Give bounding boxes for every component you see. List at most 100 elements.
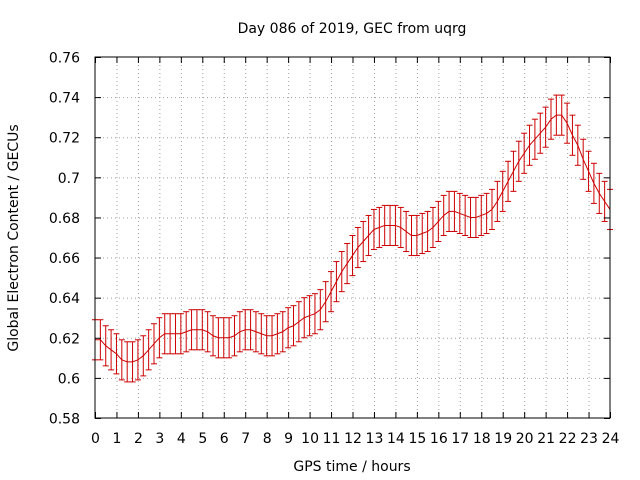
data-point-error-bar [381,204,388,247]
data-point-error-bar [494,180,501,222]
data-point-error-bar [102,325,109,367]
data-point-error-bar [97,319,104,361]
data-point-error-bar [419,212,426,255]
data-point-error-bar [601,180,608,222]
x-tick-label: 2 [134,431,143,447]
data-point-error-bar [596,172,603,214]
data-point-error-bar [424,210,431,253]
x-tick-label: 8 [263,431,272,447]
data-point-error-bar [215,317,222,359]
y-tick-label: 0.64 [49,291,80,307]
x-tick-label: 22 [559,431,577,447]
data-point-error-bar [145,329,152,371]
data-point-error-bar [129,341,136,383]
data-point-error-bar [537,112,544,154]
y-tick-label: 0.62 [49,331,80,347]
x-tick-label: 20 [516,431,534,447]
data-point-error-bar [274,313,281,355]
y-tick-label: 0.7 [58,171,80,187]
x-tick-label: 0 [91,431,100,447]
data-point-error-bar [258,313,265,355]
data-point-error-bar [108,329,115,371]
data-point-error-bar [370,208,377,251]
x-tick-label: 19 [494,431,512,447]
data-point-error-bar [397,206,404,249]
data-point-error-bar [344,243,351,285]
data-point-error-bar [252,311,259,353]
y-tick-label: 0.72 [49,131,80,147]
data-point-error-bar [521,132,528,174]
y-tick-label: 0.68 [49,211,80,227]
data-point-error-bar [376,206,383,249]
data-point-error-bar [285,307,292,349]
data-point-error-bar [349,234,356,277]
x-tick-label: 6 [220,431,229,447]
y-tick-label: 0.66 [49,251,80,267]
x-tick-label: 23 [580,431,598,447]
data-point-error-bar [167,313,174,355]
data-point-error-bar [392,204,399,247]
data-point-error-bar [387,204,394,247]
data-point-error-bar [161,313,168,355]
data-point-error-bar [585,150,592,192]
data-point-error-bar [301,297,308,339]
data-point-error-bar [317,289,324,331]
x-tick-label: 12 [344,431,362,447]
data-point-error-bar [429,206,436,249]
data-point-error-bar [365,214,372,257]
data-point-error-bar [515,140,522,182]
x-tick-label: 7 [241,431,250,447]
data-point-error-bar [242,309,249,351]
data-point-error-bar [263,315,270,357]
series-layer [92,94,613,383]
data-point-error-bar [531,118,538,160]
data-point-error-bar [279,311,286,353]
data-point-error-bar [360,220,367,263]
data-point-error-bar [177,313,184,355]
data-point-error-bar [333,261,340,303]
data-point-error-bar [247,309,254,351]
data-point-error-bar [478,194,485,236]
data-point-error-bar [558,94,565,136]
data-point-error-bar [574,124,581,166]
x-tick-label: 10 [301,431,319,447]
data-point-error-bar [553,94,560,136]
x-tick-label: 4 [177,431,186,447]
data-point-error-bar [134,339,141,381]
chart-title: Day 086 of 2019, GEC from uqrg [238,21,467,37]
data-point-error-bar [446,190,453,232]
y-tick-label: 0.58 [49,412,80,428]
data-point-error-bar [151,323,158,365]
data-point-error-bar [499,170,506,212]
x-tick-label: 9 [284,431,293,447]
data-point-error-bar [403,210,410,253]
data-point-error-bar [226,317,233,359]
data-point-error-bar [156,317,163,359]
data-point-error-bar [488,188,495,230]
x-tick-label: 13 [366,431,384,447]
data-point-error-bar [199,309,206,351]
data-point-error-bar [311,293,318,335]
data-point-error-bar [188,309,195,351]
y-tick-label: 0.76 [49,51,80,67]
x-tick-label: 21 [537,431,555,447]
tick-layer: 0 1 2 3 4 5 6 7 8 9 10 11 12 13 14 15 16 17 18 19 20 21 22 23 24… [49,51,620,448]
x-tick-label: 16 [430,431,448,447]
data-point-error-bar [483,192,490,234]
data-point-error-bar [440,194,447,236]
data-point-error-bar [124,341,131,383]
data-point-error-bar [118,339,125,381]
data-point-error-bar [462,194,469,236]
x-tick-label: 15 [408,431,426,447]
data-point-error-bar [210,315,217,357]
x-tick-label: 24 [602,431,620,447]
data-point-error-bar [569,114,576,156]
data-point-error-bar [172,313,179,355]
data-point-error-bar [580,138,587,180]
data-point-error-bar [526,124,533,166]
data-point-error-bar [322,281,329,323]
x-tick-label: 17 [451,431,469,447]
data-point-error-bar [220,317,227,359]
data-point-error-bar [290,305,297,347]
